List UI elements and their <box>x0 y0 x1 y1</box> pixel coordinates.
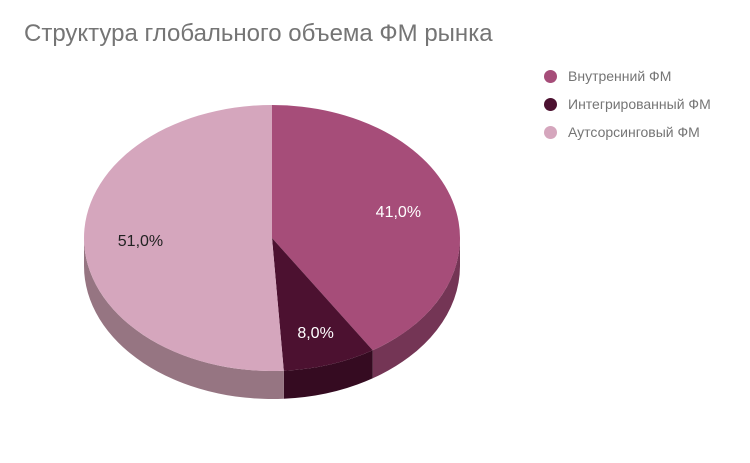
legend-swatch <box>544 97 557 111</box>
data-label: 8,0% <box>297 325 333 342</box>
pie-slice[interactable] <box>272 238 373 371</box>
legend-swatch <box>544 125 557 139</box>
slice-side <box>372 238 460 379</box>
slice-side <box>283 350 373 399</box>
data-label: 41,0% <box>376 204 421 221</box>
data-label: 51,0% <box>118 233 163 250</box>
slice-side <box>84 238 284 399</box>
legend-label: Аутсорсинговый ФМ <box>568 124 700 140</box>
pie-slice[interactable] <box>272 105 460 351</box>
legend-swatch <box>544 69 557 83</box>
legend: Внутренний ФМ Интегрированный ФМ Аутсорс… <box>544 62 711 146</box>
legend-label: Интегрированный ФМ <box>568 96 711 112</box>
legend-item[interactable]: Интегрированный ФМ <box>544 90 711 118</box>
legend-item[interactable]: Внутренний ФМ <box>544 62 711 90</box>
pie-slice[interactable] <box>83 105 284 371</box>
legend-label: Внутренний ФМ <box>568 68 672 84</box>
chart-title: Структура глобального объема ФМ рынка <box>24 20 493 47</box>
legend-item[interactable]: Аутсорсинговый ФМ <box>544 118 711 146</box>
